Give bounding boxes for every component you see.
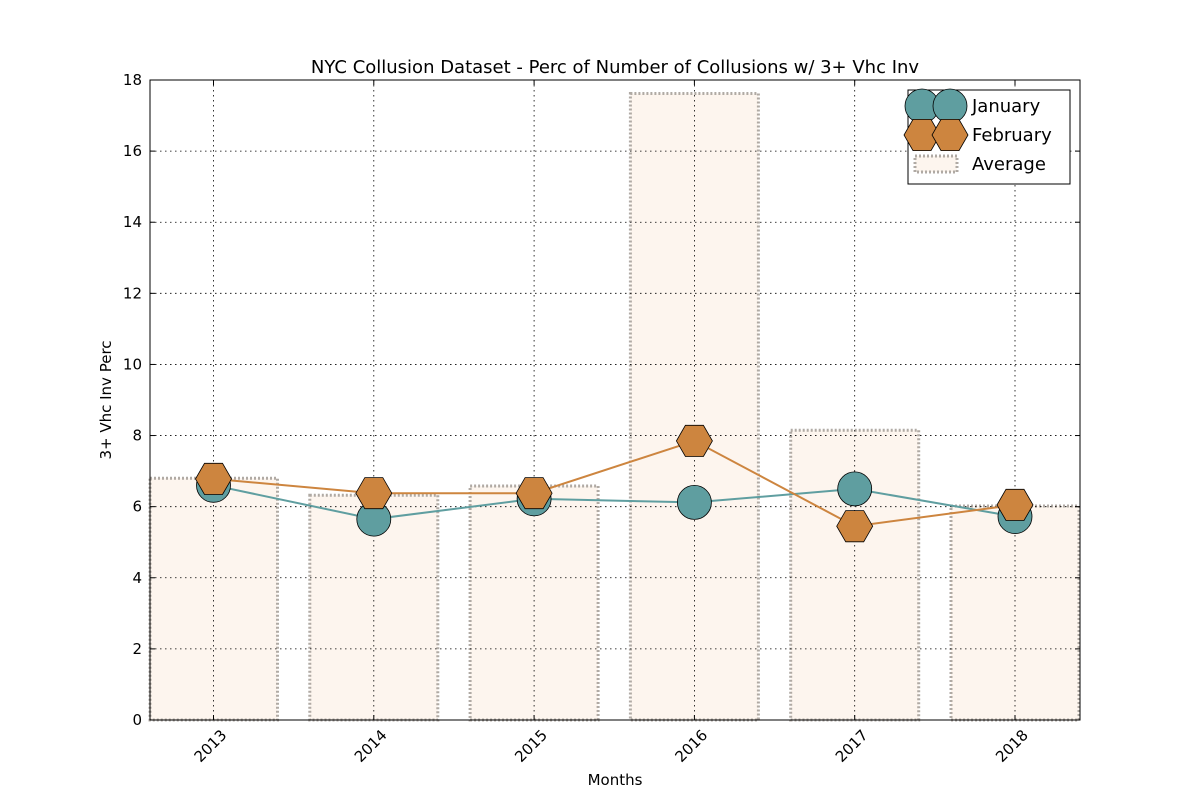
series-line-january	[213, 484, 1016, 521]
y-tick-label: 16	[123, 142, 142, 160]
legend-marker-february	[903, 119, 941, 152]
point-january	[677, 484, 712, 520]
point-february	[515, 477, 553, 510]
series-line-february	[213, 439, 1016, 528]
y-tick-label: 12	[123, 284, 142, 302]
point-january	[837, 471, 873, 507]
point-february	[195, 462, 232, 495]
y-tick-label: 14	[123, 213, 142, 231]
point-february	[836, 510, 874, 543]
legend-label-february: February	[972, 125, 1052, 146]
legend-swatch-average	[913, 154, 959, 174]
legend-marker-february	[931, 119, 969, 152]
series-lines	[213, 439, 1016, 528]
legend: January February Average	[903, 88, 1071, 185]
y-tick-label: 4	[132, 569, 142, 587]
point-february	[996, 488, 1034, 521]
y-tick-label: 0	[132, 711, 142, 729]
y-axis-label: 3+ Vhc Inv Perc	[97, 340, 115, 459]
point-february	[355, 477, 393, 510]
legend-label-january: January	[971, 96, 1041, 117]
x-axis-label: Months	[588, 771, 643, 789]
y-tick-label: 6	[132, 498, 142, 516]
y-tick-label: 18	[123, 71, 142, 89]
chart-title: NYC Collusion Dataset - Perc of Number o…	[311, 57, 919, 78]
y-tick-label: 2	[132, 640, 142, 658]
average-bar	[949, 504, 1081, 722]
legend-marker-january	[932, 88, 968, 124]
plot-frame	[149, 79, 1081, 721]
legend-label-average: Average	[972, 154, 1046, 175]
point-february	[675, 424, 713, 457]
y-tick-label: 8	[132, 427, 142, 445]
y-tick-label: 10	[123, 355, 142, 373]
series-markers	[195, 424, 1034, 543]
average-bar	[148, 476, 279, 722]
